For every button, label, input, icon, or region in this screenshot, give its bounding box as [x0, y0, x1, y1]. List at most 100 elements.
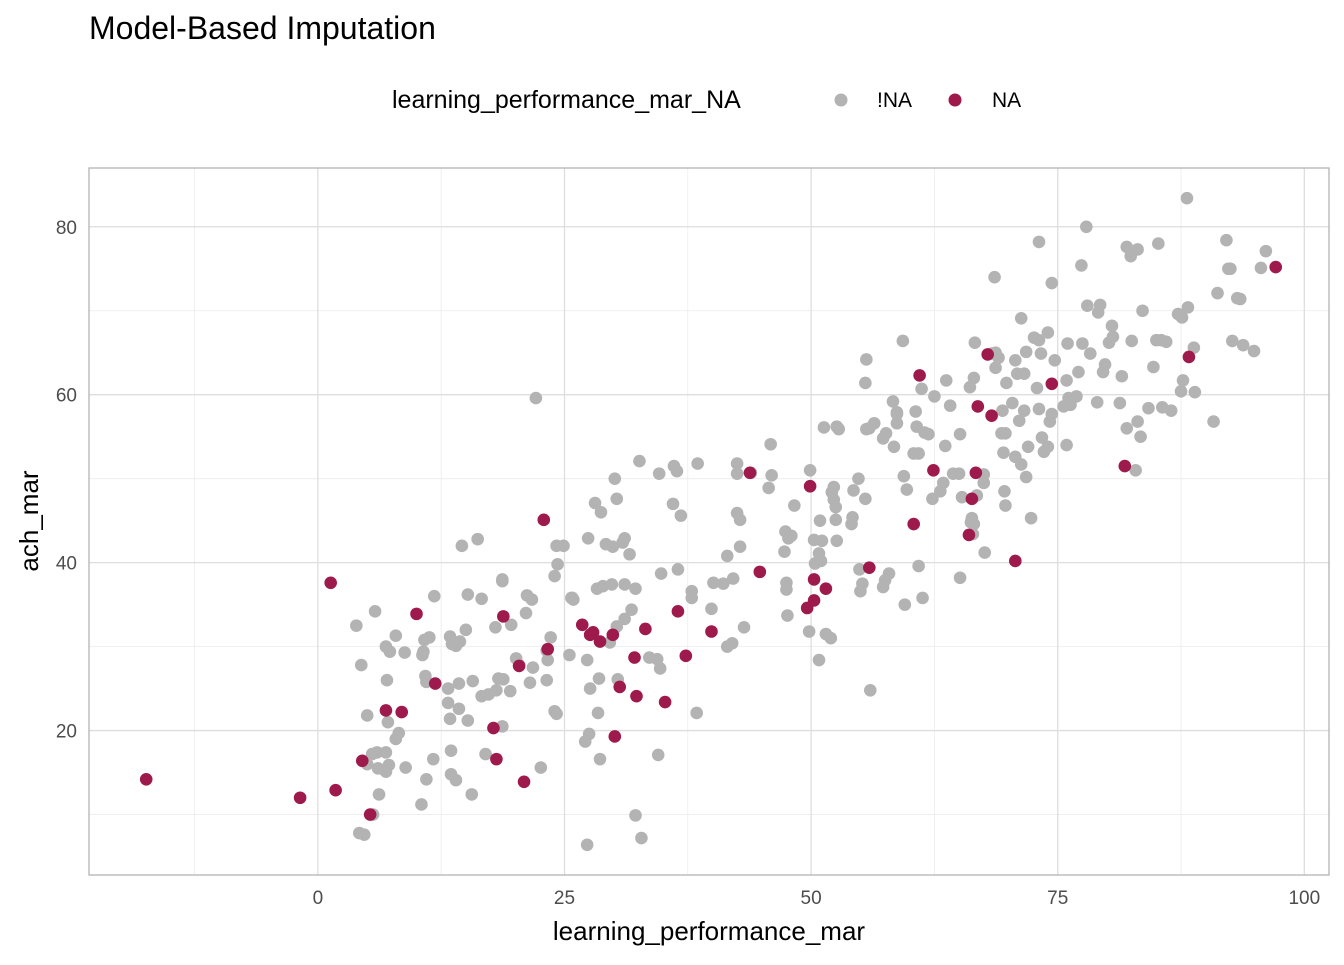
data-point-not-na — [900, 483, 914, 496]
data-point-not-na — [779, 525, 792, 538]
data-point-not-na — [618, 578, 631, 591]
data-point-not-na — [762, 481, 775, 495]
data-point-not-na — [1045, 407, 1059, 421]
data-point-not-na — [357, 828, 371, 841]
data-point-na — [971, 400, 985, 413]
data-point-na — [541, 642, 555, 656]
data-point-not-na — [1083, 347, 1097, 360]
data-point-not-na — [1076, 337, 1089, 350]
data-point-not-na — [449, 773, 463, 787]
data-point-not-na — [778, 545, 791, 559]
legend: learning_performance_mar_NA !NA NA — [392, 86, 1021, 114]
data-point-not-na — [829, 500, 843, 514]
data-point-not-na — [643, 651, 656, 664]
data-point-not-na — [968, 336, 982, 349]
data-point-not-na — [1174, 385, 1188, 398]
data-point-not-na — [534, 761, 548, 774]
x-tick-label: 0 — [313, 888, 324, 909]
data-point-not-na — [1045, 276, 1059, 290]
data-point-not-na — [1041, 440, 1055, 454]
data-point-not-na — [1019, 470, 1033, 484]
data-point-not-na — [423, 631, 436, 644]
data-point-not-na — [1134, 430, 1147, 443]
data-point-na — [497, 610, 510, 623]
data-point-not-na — [780, 583, 793, 596]
data-point-not-na — [996, 404, 1009, 417]
data-point-na — [324, 576, 337, 590]
data-point-na — [537, 513, 551, 527]
data-point-na — [490, 752, 503, 766]
data-point-na — [512, 659, 526, 673]
data-point-na — [355, 754, 369, 768]
data-point-not-na — [350, 619, 363, 632]
data-point-not-na — [566, 591, 579, 605]
data-point-na — [679, 649, 693, 663]
data-point-not-na — [461, 714, 475, 727]
data-point-not-na — [591, 706, 605, 720]
legend-label-not-na: !NA — [877, 89, 912, 112]
data-point-na — [803, 479, 817, 493]
data-point-not-na — [853, 563, 866, 576]
data-point-na — [379, 704, 393, 717]
data-point-na — [985, 409, 998, 423]
data-point-not-na — [1164, 404, 1178, 417]
x-tick-label: 25 — [554, 888, 575, 909]
data-point-not-na — [420, 772, 433, 786]
plot-panel-border — [88, 167, 1330, 876]
data-point-na — [927, 463, 940, 477]
data-point-not-na — [730, 467, 744, 480]
data-point-na — [1009, 554, 1022, 568]
data-point-not-na — [465, 788, 479, 801]
data-point-not-na — [887, 440, 901, 454]
data-point-not-na — [459, 623, 473, 637]
data-point-not-na — [1021, 440, 1035, 454]
data-point-not-na — [830, 534, 844, 548]
data-point-na — [517, 775, 531, 789]
data-point-na — [807, 573, 821, 586]
data-point-not-na — [1024, 511, 1038, 525]
data-point-not-na — [608, 472, 622, 485]
data-point-not-na — [1030, 381, 1044, 395]
data-point-not-na — [379, 746, 393, 759]
data-point-not-na — [977, 476, 991, 490]
data-point-not-na — [426, 752, 440, 766]
data-point-not-na — [383, 645, 397, 658]
data-point-not-na — [999, 499, 1012, 512]
data-point-not-na — [720, 640, 734, 653]
data-point-not-na — [1224, 262, 1237, 276]
data-point-not-na — [813, 514, 827, 527]
data-point-not-na — [427, 589, 441, 603]
data-point-not-na — [653, 662, 667, 675]
data-point-not-na — [504, 618, 518, 632]
data-point-not-na — [1254, 261, 1268, 275]
chart-title: Model-Based Imputation — [89, 10, 436, 46]
data-point-not-na — [733, 540, 747, 553]
data-point-not-na — [1035, 431, 1049, 444]
data-point-not-na — [654, 567, 668, 580]
data-point-not-na — [1014, 312, 1028, 325]
data-point-not-na — [529, 391, 543, 405]
data-point-not-na — [912, 447, 925, 460]
data-point-not-na — [1017, 367, 1031, 381]
data-point-not-na — [1060, 374, 1073, 387]
data-point-not-na — [610, 492, 624, 506]
data-point-not-na — [1075, 259, 1088, 272]
data-point-not-na — [417, 645, 430, 658]
data-point-not-na — [737, 620, 751, 634]
data-point-not-na — [817, 421, 831, 434]
data-point-not-na — [466, 674, 480, 688]
data-point-not-na — [360, 709, 374, 722]
data-point-not-na — [928, 390, 941, 403]
data-point-not-na — [475, 592, 488, 606]
data-point-not-na — [618, 531, 631, 545]
data-point-not-na — [548, 569, 561, 583]
data-point-not-na — [1176, 374, 1190, 387]
data-point-not-na — [1131, 243, 1144, 256]
data-point-na — [363, 808, 377, 821]
data-point-not-na — [1159, 335, 1173, 349]
data-point-not-na — [1247, 344, 1261, 358]
data-point-na — [969, 466, 983, 480]
data-point-not-na — [526, 661, 540, 674]
data-point-not-na — [989, 361, 1002, 375]
data-point-not-na — [523, 676, 537, 690]
